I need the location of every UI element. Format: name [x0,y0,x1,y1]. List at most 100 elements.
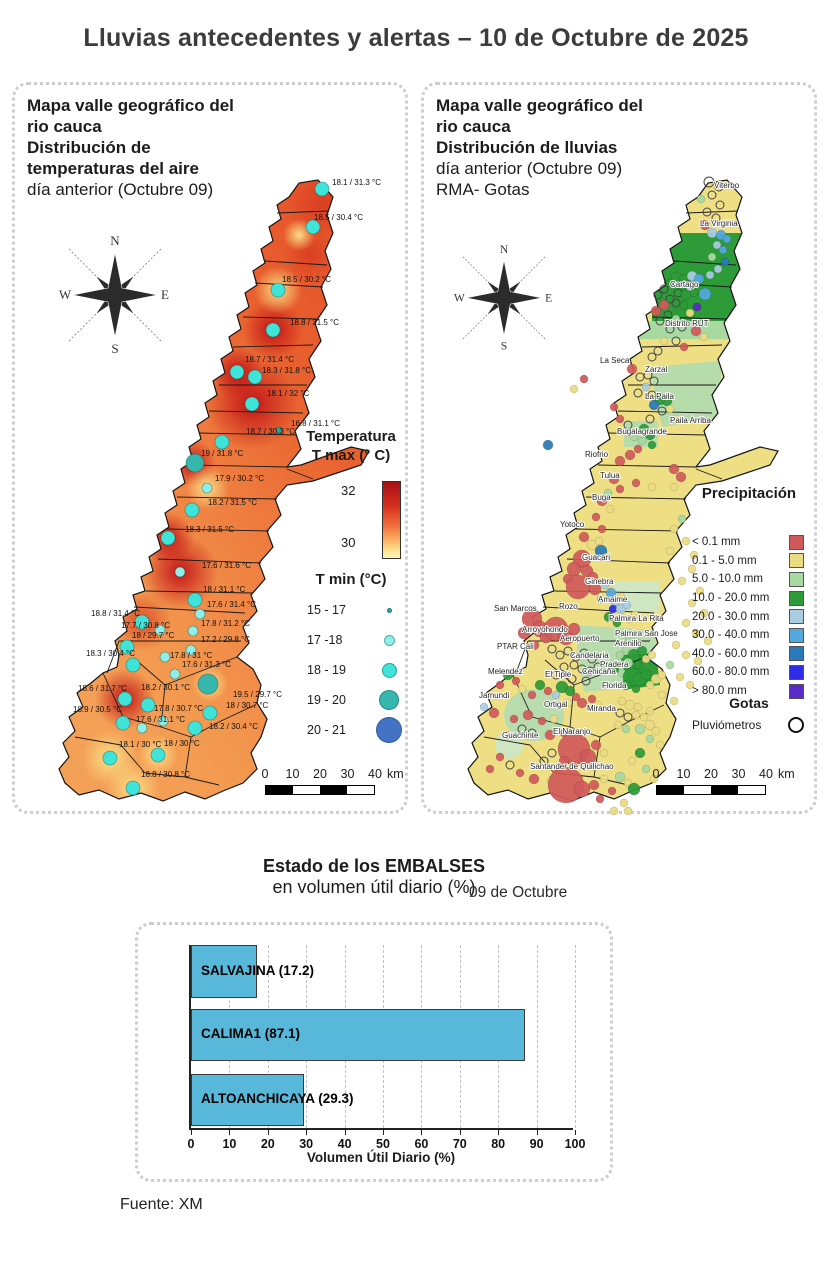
rain-dot [534,679,546,691]
x-tick-label: 70 [452,1137,467,1151]
tmin-class-label: 19 - 20 [307,693,346,707]
town-label: Pradera [600,660,629,669]
rain-dot [685,680,695,690]
tmin-legend-row: 15 - 17 [307,595,403,625]
x-tick-mark [229,1130,231,1135]
rain-dot [671,414,681,424]
rain-dot [586,539,598,551]
pluviometer-dot [539,756,549,766]
pluviometer-dot [643,370,653,380]
pluviometer-dot [649,376,659,386]
rain-dot [479,702,489,712]
rain-dot [651,726,661,736]
precip-class-label: 5.0 - 10.0 mm [692,573,763,586]
rain-dot [640,669,652,681]
station-label: 17.6 / 31.6 °C [202,561,251,570]
station-dot [187,625,199,637]
pluviometer-dot [677,322,687,332]
station-dot [160,530,176,546]
rain-dot [593,700,603,710]
pluviometer-icon [788,717,804,733]
rain-dot [695,586,705,596]
town-label: Rozo [559,602,578,611]
station-dot [214,434,230,450]
rain-dot [615,484,625,494]
rain-dot [623,806,633,816]
rain-dot [685,282,695,292]
rain-dot [665,546,675,556]
town-label: Cartago [670,280,699,289]
station-label: 18.3 / 31.5 °C [185,525,234,534]
station-label: 18.9 / 30.5 °C [73,705,122,714]
pluviometer-dot [714,182,724,192]
rain-dot [627,756,637,766]
rain-dot [603,611,615,623]
rain-dot [630,610,640,620]
rain-dot [647,482,657,492]
scalebar-bar [656,785,766,795]
pluviometer-dot [653,290,663,300]
rain-dot [720,257,730,267]
embalses-title-block: Estado de los EMBALSES en volumen útil d… [135,856,613,901]
station-dot [125,780,141,796]
rain-dot [573,780,591,798]
town-label: Jamundi [479,691,509,700]
rain-dot [675,471,687,483]
heading-line: día anterior (Octubre 09) [27,180,214,199]
station-dot [157,715,169,727]
rain-dot [699,608,709,618]
scalebar-unit: km [387,767,404,781]
rain-dot [671,314,681,324]
tmin-class-label: 15 - 17 [307,603,346,617]
rain-dot [705,270,715,280]
rain-dot [564,685,576,697]
precip-class-swatch [789,590,804,606]
town-label: Yotoco [560,520,585,529]
town-label: Paila Arriba [670,416,711,425]
compass-e: E [545,291,552,304]
station-dot [197,673,219,695]
station-dot [136,722,148,734]
rain-dot [551,690,561,700]
x-tick-mark [344,1130,346,1135]
rain-dot [587,571,599,583]
rain-dot [515,768,525,778]
station-dot [275,426,283,434]
rain-dot [596,495,608,507]
compass-n: N [500,243,509,256]
station-label: 17.6 / 31.1 °C [136,715,185,724]
town-label: La Paila [645,392,674,401]
station-label: 16.8 / 31.1 °C [291,419,340,428]
station-label: 18 / 31.1 °C [203,585,246,594]
scalebar-bar [265,785,375,795]
town-label: Aeropuerto [560,634,600,643]
town-label: Tulua [600,471,620,480]
rain-dot [633,660,643,670]
pluviometers-label: Pluviómetros [692,718,762,732]
station-label: 18.6 / 31.7 °C [78,684,127,693]
rain-dot [543,686,553,696]
tmin-legend: 15 - 17 17 -18 18 - 19 19 - 20 20 - 21 [307,595,403,745]
rain-dot [588,582,602,596]
precip-class-label: 40.0 - 60.0 mm [692,647,770,660]
temperature-map-heading: Mapa valle geográfico del rio cauca Dist… [27,95,234,200]
rain-dot [681,650,691,660]
rain-dot [671,640,681,650]
rain-dot [622,600,632,610]
temperature-map-panel: Mapa valle geográfico del rio cauca Dist… [12,82,408,814]
rain-dot [634,747,646,759]
precip-class-label: 60.0 - 80.0 mm [692,666,770,679]
rain-dot [509,714,519,724]
precip-legend-row: < 0.1 mm [692,533,804,552]
scalebar-number: 0 [652,767,660,781]
pluviometer-dot [633,388,643,398]
rain-dot [613,720,623,730]
station-label: 18.3 / 31.8 °C [262,366,311,375]
bar [191,1009,526,1061]
rain-dot [689,288,699,298]
rain-dot [621,724,631,734]
precip-class-swatch [789,664,804,680]
heading-line: rio cauca [436,117,511,136]
rain-dot [624,449,636,461]
town-label: El Naranjo [553,727,591,736]
